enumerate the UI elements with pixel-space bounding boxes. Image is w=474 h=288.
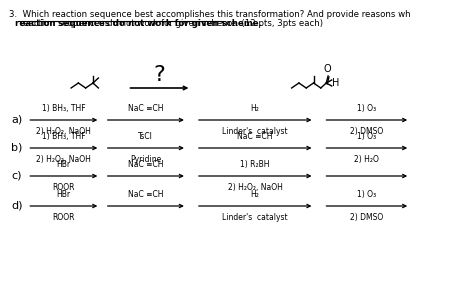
- Text: NaC ≡CH: NaC ≡CH: [128, 190, 164, 199]
- Text: 2) H₂O: 2) H₂O: [354, 155, 379, 164]
- Text: 1) O₃: 1) O₃: [357, 190, 376, 199]
- Text: d): d): [11, 201, 22, 211]
- Text: H₂: H₂: [251, 104, 260, 113]
- Text: Pyridine: Pyridine: [130, 155, 162, 164]
- Text: NaC ≡CH: NaC ≡CH: [128, 104, 164, 113]
- Text: Linder's  catalyst: Linder's catalyst: [222, 213, 288, 222]
- Text: reaction sequences do not work for given scheme.: reaction sequences do not work for given…: [16, 19, 263, 28]
- Text: b): b): [11, 143, 22, 153]
- Text: 2) H₂O₂, NaOH: 2) H₂O₂, NaOH: [36, 127, 91, 136]
- Text: TsCl: TsCl: [138, 132, 153, 141]
- Text: HBr: HBr: [57, 190, 71, 199]
- Text: 2) DMSO: 2) DMSO: [350, 127, 383, 136]
- Text: 1) O₃: 1) O₃: [357, 104, 376, 113]
- Text: ?: ?: [154, 65, 165, 85]
- Text: 2) H₂O₂, NaOH: 2) H₂O₂, NaOH: [36, 155, 91, 164]
- Text: H: H: [332, 78, 339, 88]
- Text: 1) BH₃, THF: 1) BH₃, THF: [42, 132, 86, 141]
- Text: 1) BH₃, THF: 1) BH₃, THF: [42, 104, 86, 113]
- Text: HBr: HBr: [57, 160, 71, 169]
- Text: H₂: H₂: [251, 190, 260, 199]
- Text: ROOR: ROOR: [53, 213, 75, 222]
- Text: 2) DMSO: 2) DMSO: [350, 213, 383, 222]
- Text: 1) O₃: 1) O₃: [357, 132, 376, 141]
- Text: 3.  Which reaction sequence best accomplishes this transformation? And provide r: 3. Which reaction sequence best accompli…: [9, 10, 411, 19]
- Text: O: O: [323, 64, 331, 74]
- Text: NaC ≡CH: NaC ≡CH: [237, 132, 273, 141]
- Text: reaction sequences do not work for given scheme. (12 pts, 3pts each): reaction sequences do not work for given…: [9, 19, 323, 28]
- Text: c): c): [11, 171, 21, 181]
- Text: 1) R₂BH: 1) R₂BH: [240, 160, 270, 169]
- Text: ROOR: ROOR: [53, 183, 75, 192]
- Text: NaC ≡CH: NaC ≡CH: [128, 160, 164, 169]
- Text: a): a): [11, 115, 22, 125]
- Text: Linder's  catalyst: Linder's catalyst: [222, 127, 288, 136]
- Text: 2) H₂O₂, NaOH: 2) H₂O₂, NaOH: [228, 183, 283, 192]
